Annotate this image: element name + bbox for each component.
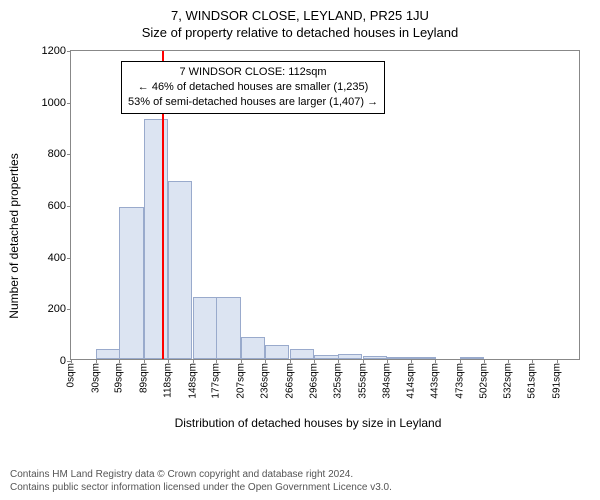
histogram-bar	[411, 357, 435, 359]
histogram-bar	[460, 357, 484, 359]
x-tick-label: 561sqm	[527, 363, 538, 399]
chart-area: Number of detached properties 0200400600…	[28, 46, 588, 426]
info-box: 7 WINDSOR CLOSE: 112sqm← 46% of detached…	[121, 61, 385, 114]
y-tick-mark	[67, 309, 71, 310]
x-tick-label: 266sqm	[284, 363, 295, 399]
x-tick-label: 414sqm	[406, 363, 417, 399]
y-tick-label: 1000	[42, 97, 66, 109]
y-tick-label: 200	[48, 303, 66, 315]
histogram-bar	[119, 207, 143, 359]
histogram-bar	[168, 181, 192, 359]
x-axis-label: Distribution of detached houses by size …	[175, 416, 442, 430]
histogram-bar	[241, 337, 265, 359]
histogram-bar	[314, 355, 338, 359]
info-box-line: ← 46% of detached houses are smaller (1,…	[128, 80, 378, 95]
x-tick-label: 325sqm	[333, 363, 344, 399]
x-tick-label: 502sqm	[478, 363, 489, 399]
y-tick-mark	[67, 206, 71, 207]
histogram-bar	[193, 297, 217, 359]
x-tick-label: 148sqm	[187, 363, 198, 399]
y-tick-label: 600	[48, 200, 66, 212]
histogram-bar	[265, 345, 289, 359]
histogram-bar	[387, 357, 411, 359]
y-tick-mark	[67, 103, 71, 104]
footer-attribution: Contains HM Land Registry data © Crown c…	[10, 468, 392, 494]
x-tick-label: 473sqm	[454, 363, 465, 399]
histogram-bar	[216, 297, 240, 359]
x-tick-label: 59sqm	[114, 363, 125, 393]
info-box-line: 53% of semi-detached houses are larger (…	[128, 95, 378, 110]
x-tick-label: 0sqm	[66, 363, 77, 387]
x-tick-label: 443sqm	[430, 363, 441, 399]
x-tick-label: 532sqm	[503, 363, 514, 399]
y-axis-label: Number of detached properties	[7, 153, 21, 318]
info-box-line: 7 WINDSOR CLOSE: 112sqm	[128, 65, 378, 80]
x-tick-label: 207sqm	[236, 363, 247, 399]
histogram-bar	[144, 119, 168, 359]
x-tick-label: 384sqm	[381, 363, 392, 399]
histogram-bar	[96, 349, 120, 359]
histogram-bar	[290, 349, 314, 359]
x-tick-label: 177sqm	[211, 363, 222, 399]
address-title: 7, WINDSOR CLOSE, LEYLAND, PR25 1JU	[10, 8, 590, 23]
y-tick-label: 800	[48, 148, 66, 160]
x-tick-label: 236sqm	[259, 363, 270, 399]
y-tick-mark	[67, 258, 71, 259]
y-tick-mark	[67, 51, 71, 52]
histogram-bar	[338, 354, 362, 359]
chart-container: 7, WINDSOR CLOSE, LEYLAND, PR25 1JU Size…	[0, 0, 600, 500]
x-tick-label: 296sqm	[309, 363, 320, 399]
x-tick-label: 355sqm	[357, 363, 368, 399]
footer-line-2: Contains public sector information licen…	[10, 481, 392, 494]
y-tick-label: 400	[48, 252, 66, 264]
histogram-bar	[363, 356, 387, 359]
x-tick-label: 30sqm	[90, 363, 101, 393]
y-tick-label: 1200	[42, 45, 66, 57]
footer-line-1: Contains HM Land Registry data © Crown c…	[10, 468, 392, 481]
x-tick-label: 89sqm	[139, 363, 150, 393]
plot-region: 0200400600800100012000sqm30sqm59sqm89sqm…	[70, 50, 580, 360]
y-tick-mark	[67, 154, 71, 155]
x-tick-label: 118sqm	[162, 363, 173, 398]
x-tick-label: 591sqm	[551, 363, 562, 399]
chart-title: Size of property relative to detached ho…	[10, 25, 590, 40]
